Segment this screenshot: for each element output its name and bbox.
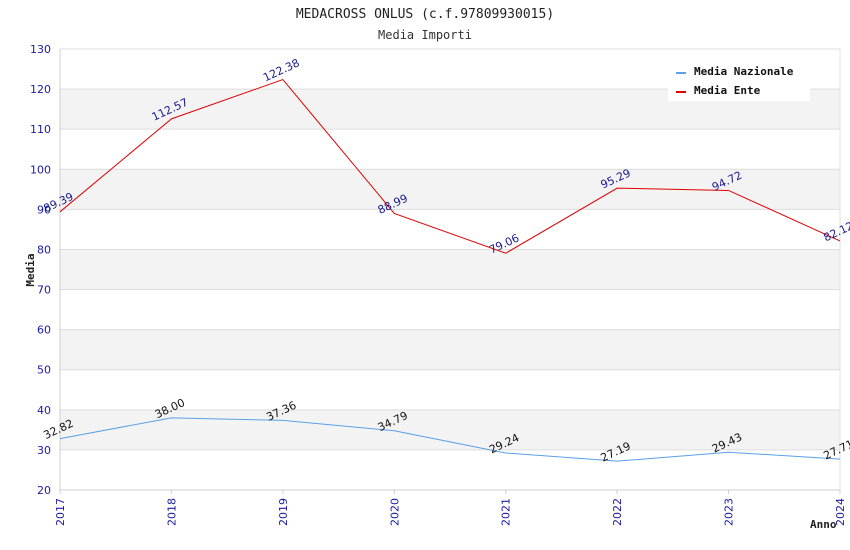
- y-tick-label: 50: [37, 364, 51, 377]
- y-tick-label: 70: [37, 284, 51, 297]
- x-tick-label: 2017: [54, 498, 67, 526]
- y-axis-label: Media: [24, 253, 37, 286]
- legend-label: Media Nazionale: [694, 65, 794, 78]
- y-axis-ticks: 20 30 40 50 60 70 80 90 100 110 120 130: [30, 43, 51, 497]
- x-tick-label: 2018: [165, 498, 178, 526]
- y-tick-label: 80: [37, 243, 51, 256]
- axes: [59, 49, 841, 491]
- x-tick-label: 2020: [388, 498, 401, 526]
- y-tick-label: 100: [30, 163, 51, 176]
- data-label: 82.12: [821, 219, 850, 244]
- series-line: [59, 78, 841, 254]
- y-tick-label: 130: [30, 43, 51, 56]
- x-tick-label: 2022: [611, 498, 624, 526]
- legend-label: Media Ente: [694, 84, 761, 97]
- legend-box: [668, 59, 810, 101]
- chart-subtitle: Media Importi: [378, 28, 472, 42]
- x-tick-label: 2024: [834, 498, 847, 526]
- y-tick-label: 20: [37, 484, 51, 497]
- x-tick-label: 2019: [277, 498, 290, 526]
- grid-band: [60, 409, 840, 450]
- y-tick-label: 120: [30, 83, 51, 96]
- data-label: 89.39: [41, 190, 75, 215]
- series-line: [59, 417, 841, 462]
- x-axis-ticks: 2017 2018 2019 2020 2021 2022 2023 2024: [54, 490, 847, 526]
- y-tick-label: 90: [37, 203, 51, 216]
- y-tick-label: 110: [30, 123, 51, 136]
- grid-bands: [60, 89, 840, 450]
- y-tick-label: 30: [37, 444, 51, 457]
- y-tick-label: 40: [37, 404, 51, 417]
- grid-lines: [60, 48, 840, 491]
- x-axis-label: Anno: [810, 518, 837, 531]
- x-tick-label: 2021: [500, 498, 513, 526]
- legend: Media Nazionale Media Ente: [668, 59, 810, 101]
- grid-band: [60, 169, 840, 210]
- x-tick-label: 2023: [723, 498, 736, 526]
- grid-band: [60, 249, 840, 290]
- series-lines: [59, 78, 841, 462]
- chart-title: MEDACROSS ONLUS (c.f.97809930015): [296, 7, 554, 22]
- y-tick-label: 60: [37, 324, 51, 337]
- grid-band: [60, 329, 840, 370]
